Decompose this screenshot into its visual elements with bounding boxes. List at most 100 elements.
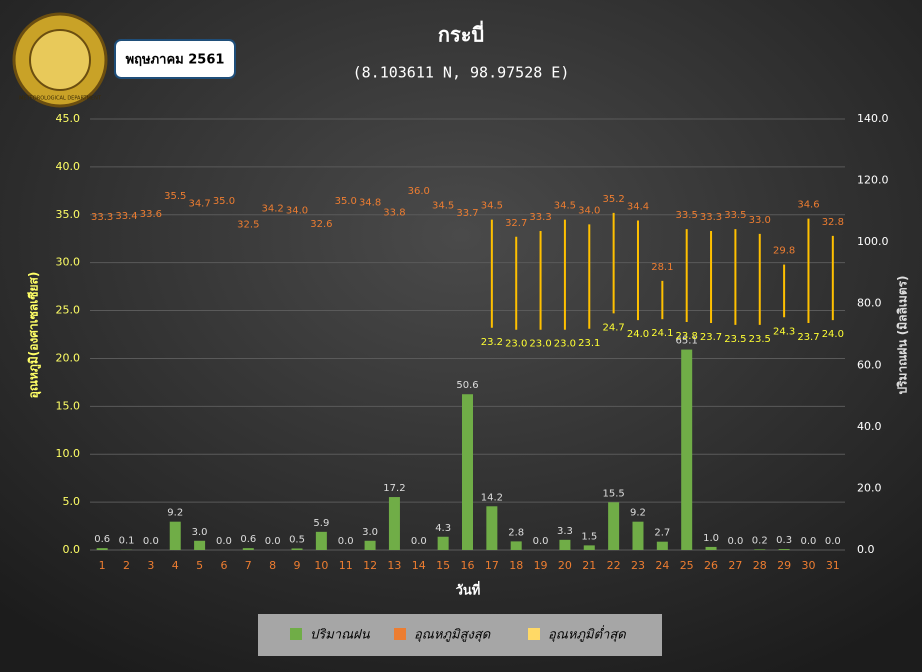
max-value-label: 33.4 <box>115 211 137 222</box>
max-value-label: 35.5 <box>164 191 186 202</box>
x-tick-label: 2 <box>123 559 130 572</box>
x-tick-label: 11 <box>339 559 353 572</box>
x-tick-label: 1 <box>99 559 106 572</box>
min-value-label: 23.2 <box>481 337 503 348</box>
legend-swatch <box>528 628 540 640</box>
min-value-label: 23.5 <box>749 334 771 345</box>
max-value-label: 33.5 <box>676 210 698 221</box>
bar-value-label: 0.6 <box>240 534 256 545</box>
max-value-label: 34.0 <box>286 205 308 216</box>
bar-value-label: 0.5 <box>289 534 305 545</box>
bar <box>656 541 668 550</box>
bar-value-label: 0.0 <box>727 536 743 547</box>
bar <box>242 548 254 550</box>
y-tick-label: 35.0 <box>56 208 81 221</box>
bar <box>608 502 620 550</box>
bar-value-label: 5.9 <box>313 518 329 529</box>
x-tick-label: 19 <box>534 559 548 572</box>
x-tick-label: 21 <box>582 559 596 572</box>
x-tick-label: 23 <box>631 559 645 572</box>
x-tick-label: 20 <box>558 559 572 572</box>
month-label: พฤษภาคม 2561 <box>126 53 225 68</box>
bar-value-label: 0.2 <box>752 535 768 546</box>
x-tick-label: 10 <box>314 559 328 572</box>
bar-value-label: 1.0 <box>703 533 719 544</box>
y-tick-label: 5.0 <box>63 495 81 508</box>
x-tick-label: 7 <box>245 559 252 572</box>
y-tick-label: 25.0 <box>56 304 81 317</box>
min-value-label: 23.1 <box>578 338 600 349</box>
min-value-label: 24.0 <box>627 329 649 340</box>
chart-subtitle: (8.103611 N, 98.97528 E) <box>353 64 570 82</box>
x-tick-label: 3 <box>147 559 154 572</box>
max-value-label: 34.2 <box>262 203 284 214</box>
y-tick-label: 30.0 <box>56 256 81 269</box>
y2-tick-label: 80.0 <box>857 297 882 310</box>
bar-value-label: 0.0 <box>338 536 354 547</box>
x-tick-label: 4 <box>172 559 179 572</box>
bar-value-label: 4.3 <box>435 523 451 534</box>
legend-label: ปริมาณฝน <box>310 628 371 643</box>
y2-axis-label: ปริมาณฝน (มิลลิเมตร) <box>896 275 910 394</box>
x-tick-label: 25 <box>680 559 694 572</box>
x-tick-label: 27 <box>728 559 742 572</box>
max-value-label: 34.8 <box>359 198 381 209</box>
bar-value-label: 0.3 <box>776 535 792 546</box>
bar-value-label: 0.1 <box>119 536 135 547</box>
bar-value-label: 0.0 <box>801 536 817 547</box>
max-value-label: 28.1 <box>651 262 673 273</box>
x-tick-label: 26 <box>704 559 718 572</box>
x-tick-label: 28 <box>753 559 767 572</box>
x-tick-label: 14 <box>412 559 426 572</box>
bar <box>510 541 522 550</box>
y2-tick-label: 60.0 <box>857 358 882 371</box>
min-value-label: 23.0 <box>554 339 576 350</box>
max-value-label: 29.8 <box>773 246 795 257</box>
bar-value-label: 2.7 <box>654 528 670 539</box>
logo: METEOROLOGICAL DEPARTMENT <box>12 12 108 108</box>
min-value-label: 23.0 <box>529 339 551 350</box>
logo-center <box>29 29 91 91</box>
y2-tick-label: 140.0 <box>857 112 889 125</box>
max-value-label: 32.5 <box>237 220 259 231</box>
max-value-label: 34.0 <box>578 205 600 216</box>
x-tick-label: 5 <box>196 559 203 572</box>
y2-tick-label: 0.0 <box>857 543 875 556</box>
bar-value-label: 2.8 <box>508 527 524 538</box>
bar <box>681 349 693 550</box>
bar <box>705 546 717 550</box>
y-tick-label: 0.0 <box>63 543 81 556</box>
x-tick-label: 18 <box>509 559 523 572</box>
max-value-label: 34.5 <box>554 201 576 212</box>
bar <box>291 548 303 550</box>
y2-tick-label: 20.0 <box>857 481 882 494</box>
x-tick-label: 12 <box>363 559 377 572</box>
bar <box>583 545 595 550</box>
bar <box>754 549 766 550</box>
max-value-label: 36.0 <box>408 186 430 197</box>
max-value-label: 34.4 <box>627 202 649 213</box>
x-tick-label: 16 <box>461 559 475 572</box>
bar <box>315 531 327 550</box>
y-tick-label: 10.0 <box>56 447 81 460</box>
bar-value-label: 0.0 <box>216 536 232 547</box>
bar-value-label: 9.2 <box>630 508 646 519</box>
bar-value-label: 3.0 <box>192 527 208 538</box>
x-tick-label: 22 <box>607 559 621 572</box>
bar-value-label: 0.0 <box>411 536 427 547</box>
min-value-label: 24.3 <box>773 326 795 337</box>
min-value-label: 23.7 <box>700 332 722 343</box>
legend <box>258 614 662 656</box>
bar-value-label: 3.0 <box>362 527 378 538</box>
x-tick-label: 29 <box>777 559 791 572</box>
min-value-label: 24.7 <box>602 322 624 333</box>
chart-title: กระบี่ <box>438 20 484 47</box>
bar-value-label: 0.0 <box>533 536 549 547</box>
max-value-label: 32.7 <box>505 218 527 229</box>
max-value-label: 32.8 <box>822 217 844 228</box>
max-value-label: 33.6 <box>140 209 162 220</box>
min-value-label: 23.7 <box>797 332 819 343</box>
min-value-label: 24.1 <box>651 328 673 339</box>
y-tick-label: 15.0 <box>56 399 81 412</box>
